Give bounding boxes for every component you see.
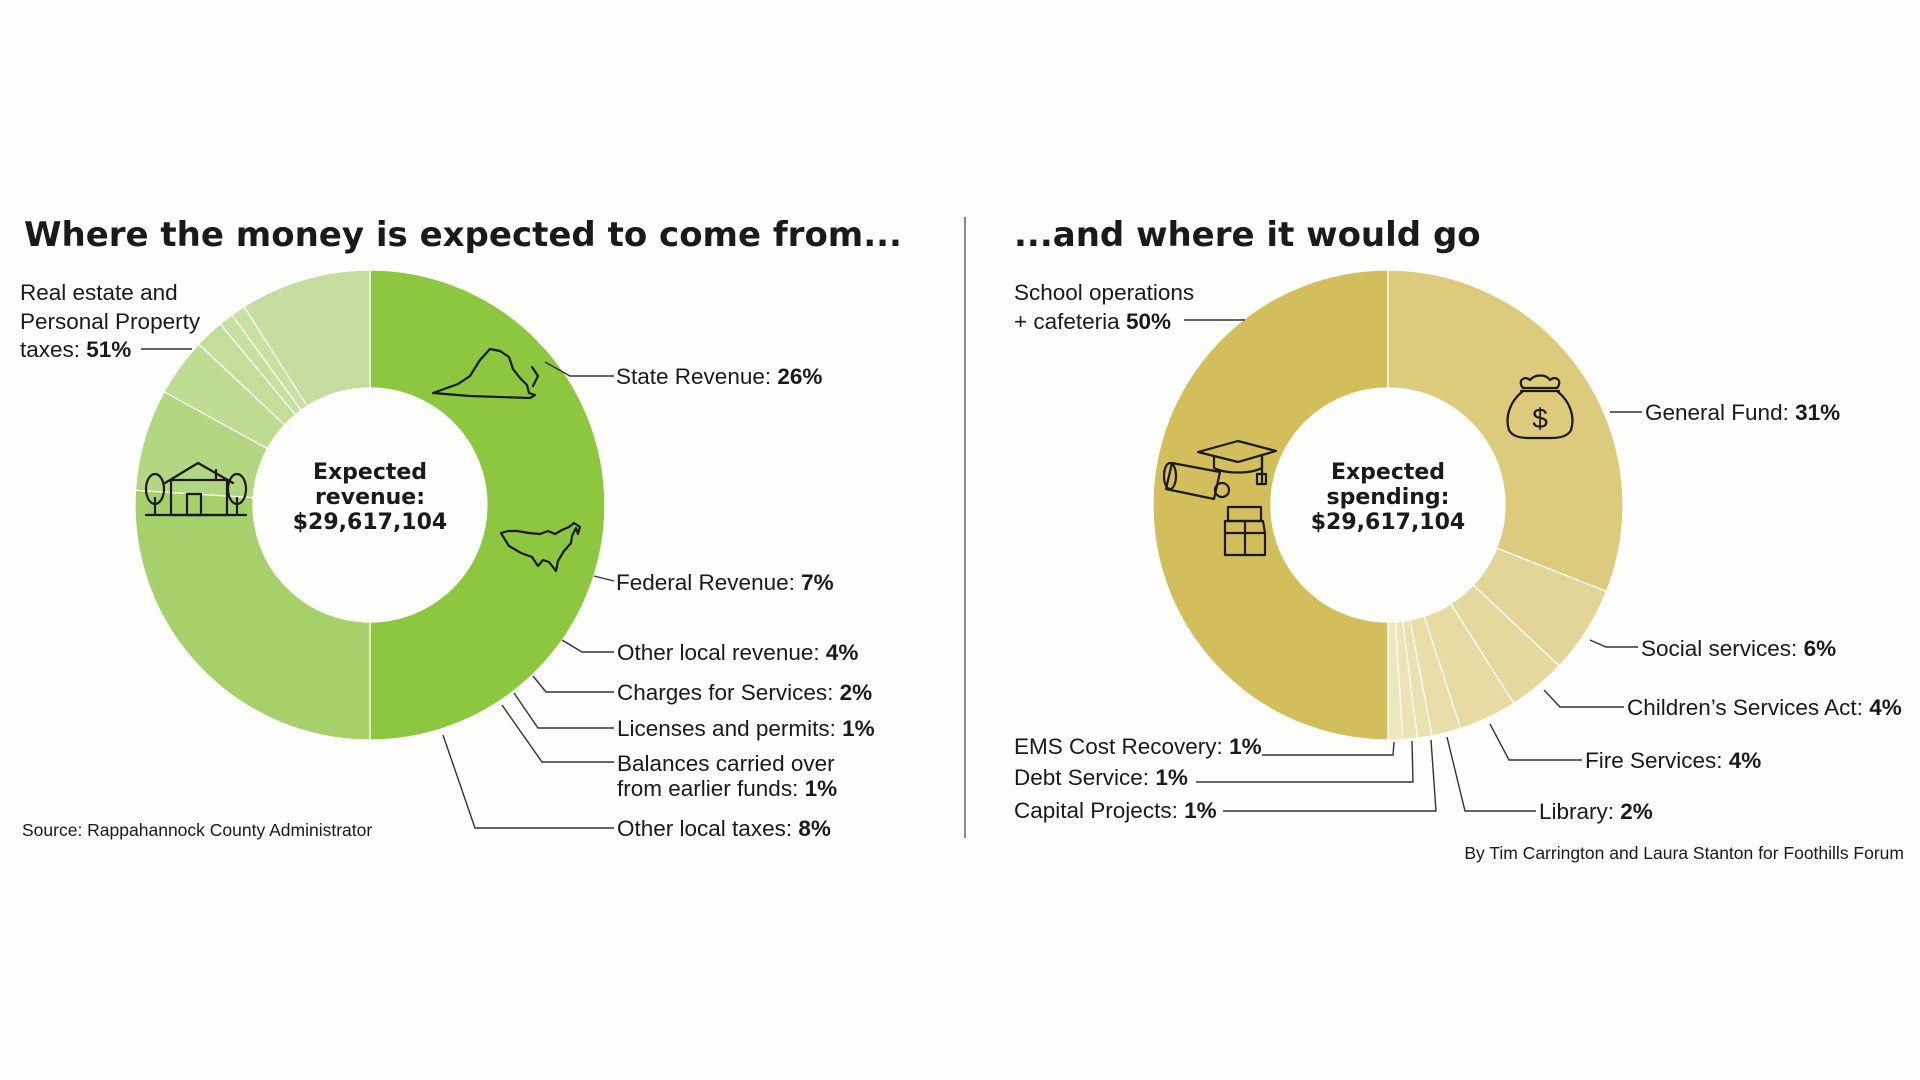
leader-social-services — [1589, 639, 1638, 648]
revenue-center-total: $29,617,104 — [293, 510, 447, 535]
label-childrens-services: Children’s Services Act: 4% — [1627, 695, 1902, 720]
label-balances-line1: Balances carried over — [617, 751, 835, 776]
leader-ems-cost-recovery — [1262, 741, 1395, 756]
label-library: Library: 2% — [1539, 799, 1653, 824]
label-real-estate-line2: Personal Property — [20, 309, 201, 334]
credit-note: By Tim Carrington and Laura Stanton for … — [1464, 843, 1904, 863]
label-licenses-permits: Licenses and permits: 1% — [617, 716, 875, 741]
graduation-icon — [1162, 439, 1278, 501]
spending-center-label-1: Expected — [1331, 460, 1445, 485]
leader-capital-projects — [1223, 739, 1437, 812]
label-state-revenue: State Revenue: 26% — [616, 364, 822, 389]
house-trees-icon — [144, 461, 248, 517]
leader-other-local-taxes — [442, 734, 614, 829]
virginia-map-icon — [431, 347, 540, 400]
label-capital-projects: Capital Projects: 1% — [1014, 798, 1217, 823]
leader-debt-service — [1196, 740, 1414, 783]
leader-balances-carried — [501, 704, 614, 763]
spending-center-total: $29,617,104 — [1311, 510, 1465, 535]
revenue-center-label-2: revenue: — [315, 485, 425, 510]
leader-other-local-revenue — [561, 639, 614, 653]
spending-center-label-2: spending: — [1327, 485, 1450, 510]
dollar-sign-icon: $ — [1532, 403, 1548, 434]
label-federal-revenue: Federal Revenue: 7% — [616, 570, 834, 595]
revenue-slice-other-local-taxes — [243, 269, 371, 408]
revenue-slice-state-revenue — [134, 489, 371, 741]
leader-licenses-permits — [513, 692, 614, 729]
spending-chart-title: ...and where it would go — [1014, 215, 1481, 255]
leader-charges-services — [532, 675, 614, 693]
label-school-line1: School operations — [1014, 280, 1194, 305]
spending-slice-general-fund — [1387, 269, 1624, 593]
source-note: Source: Rappahannock County Administrato… — [22, 820, 372, 840]
leader-childrens-services — [1543, 689, 1624, 708]
spending-slice-school-operations-cafeteria — [1152, 269, 1389, 741]
leader-state-revenue — [544, 361, 614, 377]
revenue-chart-title: Where the money is expected to come from… — [24, 215, 902, 255]
spending-donut — [1152, 269, 1624, 741]
label-school-line2: + cafeteria 50% — [1014, 309, 1171, 334]
label-charges-services: Charges for Services: 2% — [617, 680, 872, 705]
usa-map-icon — [499, 521, 582, 573]
leader-library — [1446, 736, 1536, 812]
label-real-estate-line1: Real estate and — [20, 280, 178, 305]
label-other-local-revenue: Other local revenue: 4% — [617, 640, 858, 665]
label-social-services: Social services: 6% — [1641, 636, 1836, 661]
label-other-local-taxes: Other local taxes: 8% — [617, 816, 831, 841]
money-bag-icon — [1506, 374, 1574, 440]
milk-carton-icon — [1223, 505, 1267, 557]
leader-fire-services — [1489, 723, 1582, 761]
label-real-estate-line3: taxes: 51% — [20, 337, 131, 362]
label-fire-services: Fire Services: 4% — [1585, 748, 1761, 773]
label-balances-line2: from earlier funds: 1% — [617, 776, 837, 801]
revenue-donut — [134, 269, 606, 741]
label-general-fund: General Fund: 31% — [1645, 400, 1840, 425]
revenue-center-label-1: Expected — [313, 460, 427, 485]
revenue-slice-real-estate-and-personal-property-taxes — [369, 269, 606, 741]
label-debt-service: Debt Service: 1% — [1014, 765, 1188, 790]
label-ems-cost-recovery: EMS Cost Recovery: 1% — [1014, 734, 1262, 759]
leader-federal-revenue — [593, 575, 615, 582]
